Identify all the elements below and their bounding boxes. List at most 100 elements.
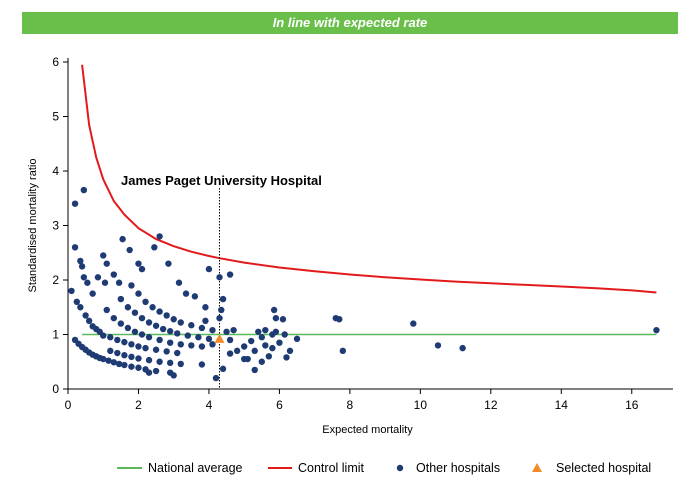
hospital-point bbox=[114, 349, 121, 357]
x-tick-label: 16 bbox=[625, 398, 639, 412]
hospital-point bbox=[152, 322, 160, 329]
hospital-point bbox=[219, 295, 227, 303]
other-hospitals-points bbox=[68, 186, 660, 382]
hospital-point bbox=[216, 274, 223, 281]
hospital-point bbox=[119, 235, 126, 243]
chart-banner: In line with expected rate bbox=[22, 12, 678, 34]
hospital-point bbox=[115, 279, 123, 286]
hospital-point bbox=[653, 326, 660, 334]
hospital-point bbox=[188, 322, 195, 329]
hospital-point bbox=[276, 339, 283, 346]
hospital-point bbox=[78, 263, 86, 270]
hospital-point bbox=[107, 334, 114, 341]
hospital-point bbox=[135, 290, 142, 297]
hospital-point bbox=[216, 314, 223, 322]
hospital-point bbox=[175, 279, 183, 286]
hospital-point bbox=[85, 317, 93, 325]
hospital-point bbox=[272, 328, 280, 335]
x-tick-label: 0 bbox=[65, 398, 72, 412]
hospital-point bbox=[177, 319, 184, 326]
selected-hospital-marker bbox=[214, 333, 225, 343]
hospital-point bbox=[126, 246, 133, 254]
y-tick-label: 5 bbox=[52, 110, 59, 124]
hospital-point bbox=[163, 312, 170, 319]
hospital-point bbox=[265, 353, 273, 360]
hospital-point bbox=[110, 359, 118, 366]
hospital-point bbox=[105, 357, 112, 364]
hospital-point bbox=[226, 271, 234, 278]
hospital-point bbox=[174, 349, 181, 357]
legend: National average Control limit Other hos… bbox=[117, 461, 651, 475]
hospital-point bbox=[244, 355, 251, 363]
x-tick-label: 12 bbox=[484, 398, 498, 412]
hospital-point bbox=[163, 348, 170, 355]
hospital-point bbox=[223, 328, 230, 335]
hospital-point bbox=[114, 336, 121, 344]
y-tick-label: 3 bbox=[52, 219, 59, 233]
y-tick-label: 2 bbox=[52, 273, 59, 287]
hospital-point bbox=[182, 290, 190, 297]
hospital-point bbox=[226, 350, 234, 357]
x-tick-label: 8 bbox=[347, 398, 354, 412]
hospital-point bbox=[131, 328, 139, 335]
y-tick-label: 0 bbox=[52, 382, 59, 396]
legend-other-hospitals-symbol bbox=[396, 464, 404, 472]
hospital-point bbox=[121, 338, 128, 346]
hospital-point bbox=[117, 295, 125, 303]
hospital-point bbox=[151, 244, 158, 251]
hospital-point bbox=[135, 260, 142, 267]
hospital-point bbox=[212, 374, 220, 382]
legend-other-hospitals-label: Other hospitals bbox=[416, 461, 500, 475]
hospital-point bbox=[84, 279, 91, 286]
hospital-point bbox=[248, 337, 255, 345]
hospital-point bbox=[110, 271, 118, 278]
hospital-point bbox=[188, 342, 195, 349]
hospital-point bbox=[170, 316, 177, 323]
y-tick-label: 4 bbox=[52, 164, 59, 178]
y-axis-title: Standardised mortality ratio bbox=[27, 159, 39, 293]
hospital-point bbox=[410, 320, 417, 327]
hospital-point bbox=[209, 341, 216, 348]
hospital-point bbox=[286, 347, 294, 355]
hospital-point bbox=[258, 358, 265, 365]
hospital-point bbox=[209, 326, 216, 334]
hospital-point bbox=[103, 260, 110, 267]
hospital-point bbox=[138, 265, 146, 273]
hospital-point bbox=[281, 331, 288, 338]
hospital-point bbox=[124, 304, 132, 311]
hospital-point bbox=[205, 335, 213, 343]
hospital-point bbox=[156, 358, 163, 365]
hospital-point bbox=[142, 298, 149, 305]
hospital-point bbox=[68, 287, 75, 295]
hospital-point bbox=[198, 343, 206, 350]
hospital-point bbox=[135, 355, 142, 362]
hospital-point bbox=[110, 314, 118, 322]
hospital-point bbox=[94, 274, 102, 281]
x-tick-label: 14 bbox=[555, 398, 569, 412]
hospital-point bbox=[149, 304, 156, 311]
hospital-point bbox=[77, 304, 84, 311]
hospital-point bbox=[128, 363, 135, 370]
hospital-point bbox=[251, 366, 258, 374]
hospital-point bbox=[177, 341, 184, 348]
hospital-point bbox=[174, 330, 181, 337]
hospital-point bbox=[233, 347, 241, 355]
hospital-point bbox=[166, 339, 174, 346]
hospital-point bbox=[170, 372, 177, 379]
hospital-point bbox=[121, 352, 128, 359]
hospital-point bbox=[73, 298, 81, 305]
hospital-point bbox=[202, 317, 209, 325]
hospital-point bbox=[100, 355, 107, 363]
hospital-point bbox=[219, 365, 227, 373]
hospital-point bbox=[156, 308, 163, 315]
hospital-point bbox=[115, 360, 123, 368]
hospital-point bbox=[218, 306, 225, 314]
hospital-point bbox=[202, 304, 209, 311]
hospital-point bbox=[205, 265, 213, 273]
annotation-label: James Paget University Hospital bbox=[121, 173, 322, 188]
hospital-point bbox=[135, 343, 142, 350]
hospital-point bbox=[145, 356, 153, 364]
hospital-point bbox=[159, 325, 167, 333]
